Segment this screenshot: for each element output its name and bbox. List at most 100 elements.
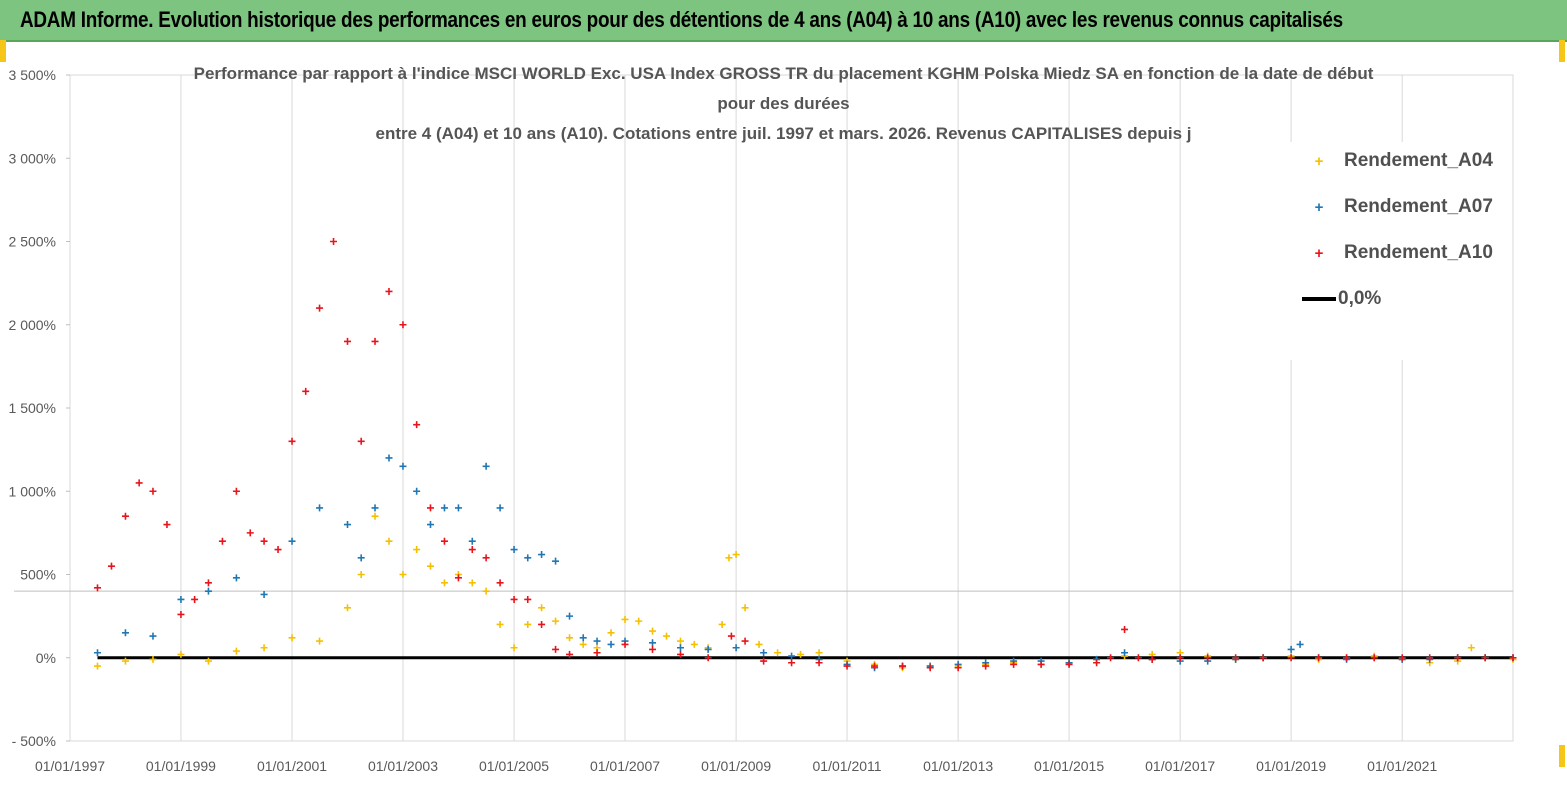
data-point-a07 xyxy=(579,634,587,642)
chart-legend: + Rendement_A04 + Rendement_A07 + Rendem… xyxy=(1280,142,1512,360)
legend-marker-a07: + xyxy=(1314,198,1324,216)
data-point-a10 xyxy=(246,529,254,537)
legend-item-zero: 0,0% xyxy=(1302,284,1381,314)
corner-marker-bottom-right xyxy=(1559,745,1565,767)
data-point-a07 xyxy=(232,574,240,582)
data-point-a10 xyxy=(121,512,129,520)
data-point-a10 xyxy=(260,537,268,545)
data-point-a10 xyxy=(218,537,226,545)
data-point-a10 xyxy=(1065,660,1073,668)
x-tick-label: 01/01/2001 xyxy=(257,758,327,774)
data-point-a04 xyxy=(552,617,560,625)
y-tick-label: 500% xyxy=(20,567,56,583)
data-point-a04 xyxy=(538,604,546,612)
data-point-a07 xyxy=(288,537,296,545)
data-point-a10 xyxy=(496,579,504,587)
data-point-a04 xyxy=(121,657,129,665)
data-point-a10 xyxy=(741,637,749,645)
data-point-a10 xyxy=(440,537,448,545)
x-tick-label: 01/01/2007 xyxy=(590,758,660,774)
data-point-a10 xyxy=(1232,654,1240,662)
y-tick-label: 1 000% xyxy=(9,483,56,499)
y-tick-label: 2 000% xyxy=(9,317,56,333)
data-point-a04 xyxy=(288,634,296,642)
legend-item-a10: + Rendement_A10 xyxy=(1302,238,1493,268)
data-point-a04 xyxy=(524,620,532,628)
data-point-a04 xyxy=(741,604,749,612)
data-point-a10 xyxy=(468,546,476,554)
data-point-a07 xyxy=(468,537,476,545)
banner-title: ADAM Informe. Evolution historique des p… xyxy=(20,7,1343,32)
data-point-a10 xyxy=(566,650,574,658)
data-point-a07 xyxy=(649,639,657,647)
data-point-a10 xyxy=(538,620,546,628)
x-tick-label: 01/01/2019 xyxy=(1256,758,1326,774)
data-point-a10 xyxy=(815,659,823,667)
data-point-a04 xyxy=(260,644,268,652)
data-point-a07 xyxy=(413,487,421,495)
data-point-a04 xyxy=(316,637,324,645)
data-point-a04 xyxy=(482,587,490,595)
data-point-a07 xyxy=(552,557,560,565)
x-tick-label: 01/01/2013 xyxy=(923,758,993,774)
data-point-a10 xyxy=(1287,654,1295,662)
x-tick-label: 01/01/2021 xyxy=(1367,758,1437,774)
data-point-a10 xyxy=(204,579,212,587)
data-point-a04 xyxy=(440,579,448,587)
x-tick-label: 01/01/1997 xyxy=(35,758,105,774)
corner-marker-right xyxy=(1559,40,1565,62)
x-tick-label: 01/01/2009 xyxy=(701,758,771,774)
data-point-a07 xyxy=(593,637,601,645)
data-point-a10 xyxy=(399,321,407,329)
data-point-a10 xyxy=(288,437,296,445)
data-point-a10 xyxy=(1343,654,1351,662)
y-tick-label: 1 500% xyxy=(9,400,56,416)
data-point-a04 xyxy=(755,640,763,648)
data-point-a07 xyxy=(454,504,462,512)
data-point-a10 xyxy=(1037,660,1045,668)
data-point-a04 xyxy=(496,620,504,628)
data-point-a04 xyxy=(690,640,698,648)
data-point-a07 xyxy=(732,644,740,652)
data-point-a10 xyxy=(232,487,240,495)
data-point-a10 xyxy=(1093,659,1101,667)
legend-label-a04: Rendement_A04 xyxy=(1344,150,1493,171)
data-point-a04 xyxy=(566,634,574,642)
data-point-a07 xyxy=(440,504,448,512)
data-point-a04 xyxy=(371,512,379,520)
data-point-a10 xyxy=(357,437,365,445)
data-point-a07 xyxy=(496,504,504,512)
data-point-a04 xyxy=(344,604,352,612)
data-point-a10 xyxy=(1259,654,1267,662)
data-point-a10 xyxy=(727,632,735,640)
data-point-a10 xyxy=(385,287,393,295)
data-point-a10 xyxy=(330,238,338,245)
x-tick-label: 01/01/2015 xyxy=(1034,758,1104,774)
y-tick-label: - 500% xyxy=(12,733,56,749)
data-point-a04 xyxy=(385,537,393,545)
data-point-a10 xyxy=(871,662,879,670)
data-point-a10 xyxy=(1481,654,1489,662)
data-point-a10 xyxy=(426,504,434,512)
x-tick-label: 01/01/1999 xyxy=(146,758,216,774)
legend-marker-a04: + xyxy=(1314,152,1324,170)
series-group-a04 xyxy=(94,512,1517,672)
data-point-a10 xyxy=(593,649,601,657)
data-point-a10 xyxy=(135,479,143,487)
data-point-a04 xyxy=(399,571,407,578)
data-point-a07 xyxy=(566,612,574,620)
data-point-a10 xyxy=(454,574,462,582)
data-point-a04 xyxy=(732,551,740,559)
data-point-a10 xyxy=(954,664,962,672)
data-point-a10 xyxy=(163,521,171,529)
data-point-a10 xyxy=(843,662,851,670)
data-point-a04 xyxy=(232,647,240,655)
data-point-a10 xyxy=(1509,654,1517,662)
data-point-a10 xyxy=(649,645,657,653)
data-point-a10 xyxy=(1204,654,1212,662)
data-point-a10 xyxy=(1454,654,1462,662)
data-point-a04 xyxy=(663,632,671,640)
data-point-a07 xyxy=(676,644,684,652)
data-point-a10 xyxy=(1315,654,1323,662)
data-point-a04 xyxy=(204,657,212,665)
